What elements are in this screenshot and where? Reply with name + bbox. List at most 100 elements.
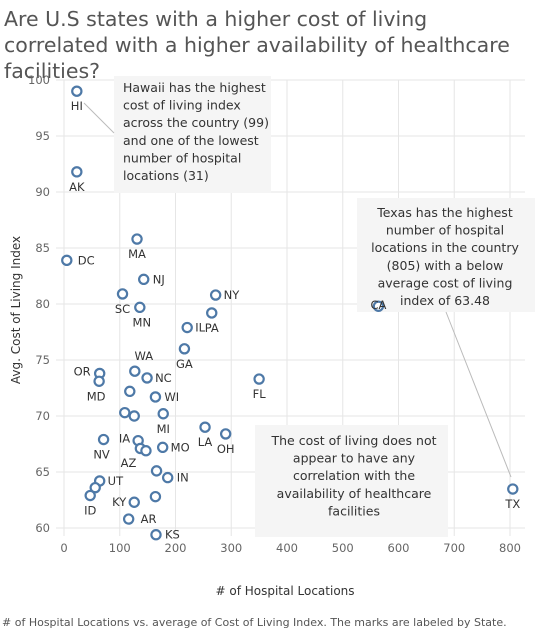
point-label: ID [84, 504, 96, 518]
data-point[interactable] [71, 166, 83, 178]
annotation-line: across the country (99) [123, 115, 269, 130]
point-label: TX [504, 497, 520, 511]
point-label: MO [171, 440, 190, 454]
data-point[interactable] [150, 529, 162, 541]
data-point[interactable] [128, 496, 140, 508]
x-tick-label: 600 [388, 541, 410, 555]
y-axis-label: Avg. Cost of Living Index [9, 236, 23, 384]
annotation-line: average cost of living [378, 275, 513, 290]
annotation-line: locations in the country [371, 240, 519, 255]
x-axis-label: # of Hospital Locations [215, 584, 354, 598]
annotation-line: appear to have any [293, 451, 416, 466]
point-label: OR [74, 364, 91, 378]
annotation-line: facilities [328, 503, 380, 518]
point-label: AZ [121, 456, 137, 470]
point-label: NC [155, 371, 172, 385]
annotation-line: number of hospital [386, 223, 504, 238]
point-label: MD [87, 389, 106, 403]
point-label: AR [141, 512, 157, 526]
data-point[interactable] [219, 428, 232, 440]
point-label: MI [157, 422, 170, 436]
x-tick-label: 300 [220, 541, 242, 555]
point-label: PA [205, 321, 219, 335]
data-point[interactable] [138, 273, 150, 286]
point-label: AK [69, 180, 85, 194]
y-tick-label: 90 [35, 185, 50, 199]
data-point[interactable] [134, 301, 146, 314]
data-point[interactable] [149, 391, 162, 403]
data-point[interactable] [140, 445, 152, 457]
annotation-line: cost of living index [123, 98, 241, 113]
data-point[interactable] [124, 385, 136, 398]
chart-title: Are U.S states with a higher cost of liv… [4, 7, 510, 83]
annotation-line: Texas has the highest [376, 205, 513, 220]
x-tick-label: 0 [60, 541, 67, 555]
data-points [61, 85, 519, 541]
data-point[interactable] [131, 233, 143, 245]
point-label: NY [224, 288, 241, 302]
data-point[interactable] [199, 421, 211, 433]
data-point[interactable] [372, 300, 385, 312]
annotation-backgrounds [83, 76, 535, 537]
y-tick-label: 75 [35, 353, 50, 367]
data-point[interactable] [89, 481, 101, 494]
point-label: CA [370, 298, 386, 312]
annotation-text: Texas has the highest number of hospital l… [371, 205, 519, 308]
point-label: GA [176, 357, 193, 371]
point-label: KY [112, 495, 127, 509]
annotation-line: number of hospital [123, 150, 241, 165]
data-point[interactable] [156, 441, 169, 454]
point-label: WI [164, 390, 179, 404]
data-point[interactable] [129, 365, 141, 377]
annotation-line: correlation with the [293, 468, 415, 483]
point-label: IL [195, 321, 205, 335]
data-point[interactable] [157, 408, 169, 420]
x-tick-label: 400 [276, 541, 298, 555]
data-point[interactable] [97, 433, 110, 446]
point-label: MA [128, 247, 146, 261]
data-point[interactable] [149, 490, 162, 503]
data-point[interactable] [178, 343, 191, 355]
point-label: IA [119, 432, 130, 446]
data-point[interactable] [253, 373, 265, 385]
data-point[interactable] [116, 288, 129, 300]
x-tick-label: 500 [332, 541, 354, 555]
x-tick-label: 800 [499, 541, 521, 555]
annotation-box [255, 425, 448, 537]
annotation-line: The cost of living does not [270, 433, 436, 448]
annotation-line: (805) with a below [387, 258, 504, 273]
data-point[interactable] [181, 321, 193, 334]
data-point[interactable] [206, 307, 218, 319]
data-point[interactable] [84, 489, 96, 502]
y-tick-label: 95 [35, 129, 50, 143]
axes: 0 100 200 300 400 500 600 700 800 60 65 70 75 80 85 90 9… [28, 73, 521, 555]
x-tick-label: 700 [443, 541, 465, 555]
y-tick-label: 100 [28, 73, 50, 87]
data-point[interactable] [161, 471, 174, 484]
annotation-line: availability of healthcare [277, 486, 432, 501]
point-label: OH [217, 442, 235, 456]
data-point[interactable] [141, 372, 153, 384]
point-label: DC [78, 253, 95, 267]
data-point[interactable] [122, 513, 135, 525]
y-tick-label: 70 [35, 409, 50, 423]
point-label: IN [177, 471, 189, 485]
annotation-line: and one of the lowest [123, 133, 259, 148]
annotation-box [357, 198, 535, 312]
data-point[interactable] [71, 85, 83, 97]
data-point[interactable] [93, 375, 105, 387]
data-point[interactable] [209, 289, 222, 301]
point-label: KS [165, 528, 180, 542]
annotation-line: locations (31) [123, 168, 209, 183]
annotation-leader-line [83, 102, 115, 134]
data-point[interactable] [150, 465, 163, 477]
annotation-line: index of 63.48 [400, 293, 490, 308]
y-tick-label: 60 [35, 521, 50, 535]
annotation-box [114, 76, 271, 193]
data-point[interactable] [507, 483, 519, 495]
data-point[interactable] [61, 254, 73, 267]
data-point[interactable] [119, 406, 131, 419]
data-point[interactable] [128, 410, 140, 422]
